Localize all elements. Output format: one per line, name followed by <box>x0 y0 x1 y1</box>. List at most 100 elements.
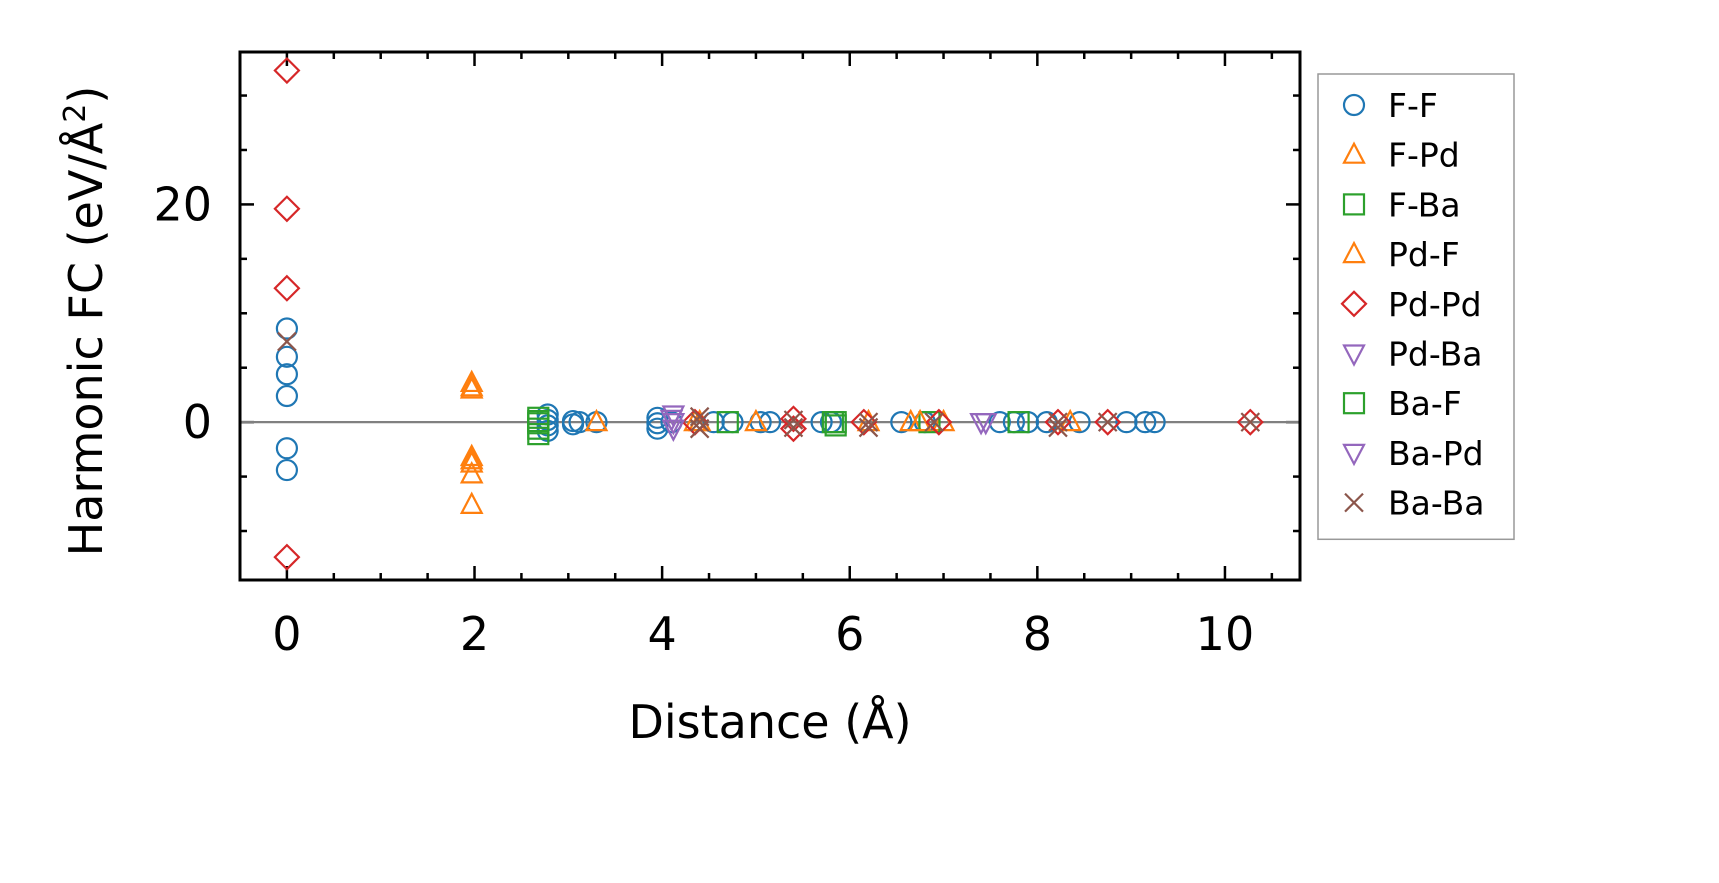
data-point <box>1094 408 1122 436</box>
data-point <box>1236 408 1264 436</box>
legend-item: F-Ba <box>1342 185 1461 224</box>
data-point <box>716 411 739 434</box>
data-point <box>273 274 301 302</box>
data-point <box>744 408 768 432</box>
series-ba-f <box>527 409 844 434</box>
series-ba-pd <box>659 409 993 436</box>
legend-marker <box>1342 443 1366 467</box>
legend: F-F F-Pd F-Ba Pd-F Pd-Pd Pd-Ba Ba-F Ba-Pd Ba-Ba <box>1317 73 1515 541</box>
legend-items: F-F F-Pd F-Ba Pd-F Pd-Pd Pd-Ba Ba-F Ba-Pd Ba-Ba <box>1340 86 1484 523</box>
data-point <box>1048 412 1068 432</box>
data-point <box>527 423 550 446</box>
data-point <box>969 413 993 436</box>
data-point <box>779 415 808 443</box>
x-marker-stroke <box>1240 412 1261 432</box>
legend-item: Pd-F <box>1342 235 1460 274</box>
legend-label: Pd-Pd <box>1388 285 1482 324</box>
x-tick-label: 2 <box>460 607 489 661</box>
legend-item: Ba-Ba <box>1344 484 1484 523</box>
data-point <box>459 491 484 514</box>
data-point <box>275 363 299 386</box>
x-marker-stroke <box>1048 412 1068 432</box>
data-point <box>459 450 484 473</box>
legend-item: Ba-Pd <box>1342 434 1484 473</box>
data-point <box>858 412 879 432</box>
legend-marker <box>1342 193 1366 216</box>
x-marker-stroke <box>1344 492 1364 513</box>
legend-marker <box>1342 392 1366 415</box>
data-point <box>1134 411 1157 434</box>
legend-label: Pd-Ba <box>1388 335 1482 374</box>
legend-label: F-Ba <box>1388 185 1461 224</box>
data-point <box>858 417 879 438</box>
legend-item: Pd-Pd <box>1340 285 1482 324</box>
data-point <box>275 437 299 460</box>
legend-marker <box>1344 492 1364 513</box>
legend-item: F-Pd <box>1342 136 1460 175</box>
series-f-f <box>275 317 1166 482</box>
data-point <box>758 411 782 434</box>
data-point <box>273 195 301 223</box>
y-axis-title-superscript: 2 <box>58 104 93 123</box>
data-point <box>1143 411 1166 434</box>
data-point <box>277 331 297 352</box>
data-point <box>1115 411 1138 434</box>
data-point <box>890 411 913 434</box>
data-point <box>275 458 299 482</box>
data-point <box>824 414 847 437</box>
series-ba-ba <box>277 331 1261 439</box>
data-point <box>275 384 299 408</box>
legend-label: Ba-Pd <box>1388 434 1484 473</box>
y-axis-title-main: Harmonic FC (eV/Å <box>59 122 113 556</box>
data-point <box>779 405 808 433</box>
legend-marker <box>1342 240 1366 264</box>
y-tick-label: 0 <box>183 395 212 449</box>
legend-label: F-Pd <box>1388 136 1460 175</box>
data-point <box>821 411 844 434</box>
y-axis-title-end: ) <box>59 86 113 104</box>
data-point <box>924 412 944 432</box>
x-marker-stroke <box>689 412 710 432</box>
data-point <box>689 418 710 439</box>
data-point <box>275 317 299 340</box>
x-tick-label: 6 <box>835 607 864 661</box>
y-axis-title: Harmonic FC (eV/Å2) <box>58 86 114 557</box>
data-point <box>459 446 484 470</box>
legend-label: F-F <box>1388 86 1438 125</box>
x-tick-label: 8 <box>1023 607 1052 661</box>
tick-labels: 0 2 4 6 8 10 0 20 <box>153 177 1254 661</box>
data-point <box>661 419 686 443</box>
data-point <box>918 411 941 434</box>
data-point <box>908 408 932 432</box>
legend-label: Ba-Ba <box>1388 484 1484 523</box>
data-point <box>275 345 299 368</box>
x-marker-stroke <box>1048 417 1068 438</box>
legend-marker <box>1342 93 1366 117</box>
data-point <box>659 409 684 433</box>
data-point <box>988 411 1011 434</box>
legend-marker <box>1340 290 1368 318</box>
x-marker-stroke <box>689 418 710 439</box>
y-tick-label: 20 <box>153 177 212 231</box>
x-marker-stroke <box>1097 412 1118 432</box>
legend-label: Ba-F <box>1388 384 1462 423</box>
data-point <box>459 373 484 397</box>
series-pd-pd <box>273 56 1264 571</box>
legend-item: F-F <box>1342 86 1438 125</box>
data-point <box>1240 412 1261 432</box>
axis-ticks <box>238 52 1300 580</box>
x-marker-stroke <box>277 331 297 352</box>
data-point <box>273 543 301 571</box>
x-tick-label: 10 <box>1196 607 1255 661</box>
x-marker-stroke <box>783 417 804 438</box>
x-tick-label: 0 <box>272 607 301 661</box>
data-point <box>1097 412 1118 432</box>
series-f-pd <box>459 369 1082 514</box>
data-point <box>783 410 804 430</box>
legend-item: Pd-Ba <box>1342 335 1482 374</box>
legend-item: Ba-F <box>1342 384 1462 423</box>
data-point <box>689 412 710 432</box>
x-marker-stroke <box>858 417 879 438</box>
x-marker-stroke <box>924 412 944 432</box>
data-point <box>1007 411 1030 434</box>
